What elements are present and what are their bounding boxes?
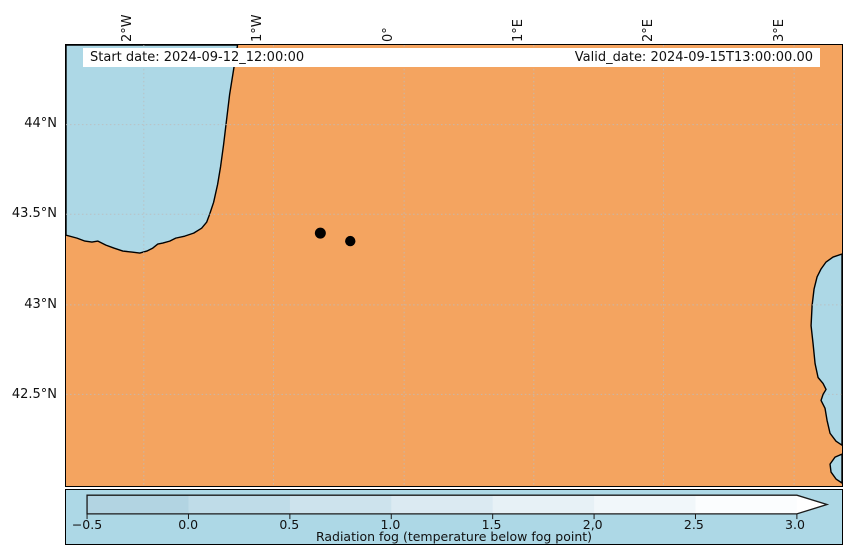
colorbar-tick-label: 1.0 (380, 517, 401, 532)
lon-tick-label: 1°W (250, 14, 265, 42)
map-canvas (66, 45, 842, 486)
date-banner: Start date: 2024-09-12_12:00:00 Valid_da… (83, 48, 820, 67)
colorbar-tick-label: 1.5 (481, 517, 502, 532)
colorbar-segment (391, 495, 494, 514)
water-bay-of-biscay (66, 45, 239, 254)
water-mediterranean (810, 253, 842, 446)
colorbar-segment (492, 495, 595, 514)
lon-tick-label: 2°E (641, 19, 656, 42)
colorbar-axis-label: Radiation fog (temperature below fog poi… (315, 529, 593, 544)
colorbar-panel: Radiation fog (temperature below fog poi… (65, 489, 843, 545)
colorbar-segment (188, 495, 291, 514)
colorbar-tick-label: 3.0 (785, 517, 805, 532)
colorbar-tick-label: 2,0 (582, 517, 603, 532)
colorbar-extend-arrow (796, 495, 827, 514)
lon-tick-label: 0° (381, 27, 396, 42)
lat-tick-label: 44°N (24, 116, 57, 131)
lon-tick-label: 1°E (511, 19, 526, 42)
start-date-label: Start date: 2024-09-12_12:00:00 (90, 50, 305, 65)
colorbar-segment (87, 495, 189, 514)
lon-tick-label: 3°E (772, 19, 787, 42)
colorbar-outline (86, 494, 830, 515)
valid-date-label: Valid_date: 2024-09-15T13:00:00.00 (574, 50, 813, 65)
map-plot: Start date: 2024-09-12_12:00:00 Valid_da… (65, 44, 843, 487)
lon-tick-label: 2°W (120, 14, 135, 42)
lat-tick-label: 43.5°N (11, 206, 57, 221)
colorbar-canvas (86, 494, 830, 520)
colorbar-segment (594, 495, 696, 514)
colorbar-tick-label: 2.5 (683, 517, 704, 532)
water-mediterranean-corner (829, 453, 842, 484)
lat-tick-label: 42.5°N (11, 387, 57, 402)
colorbar-segment (289, 495, 392, 514)
fog-point-marker (345, 235, 356, 247)
lat-tick-label: 43°N (24, 297, 57, 312)
colorbar-tick-label: 0.5 (279, 517, 300, 532)
colorbar-segment (695, 495, 798, 514)
colorbar-tick-label: −0.5 (71, 517, 103, 532)
colorbar-tick-label: 0.0 (178, 517, 199, 532)
fog-point-marker (314, 227, 326, 239)
